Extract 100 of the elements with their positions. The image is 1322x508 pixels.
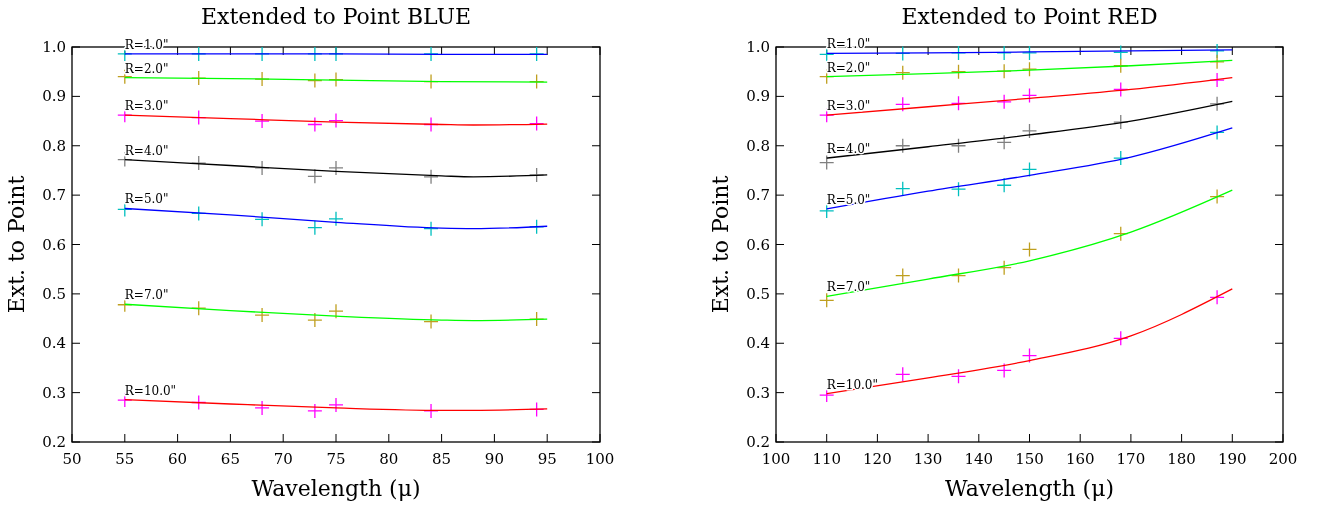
point xyxy=(895,96,911,112)
x-tick-label: 110 xyxy=(812,450,842,468)
point xyxy=(528,311,545,327)
point xyxy=(307,220,323,236)
point xyxy=(423,403,439,419)
point xyxy=(996,134,1012,150)
point xyxy=(1021,347,1038,364)
point xyxy=(254,160,270,176)
annotation: R=2.0" xyxy=(124,61,169,76)
x-tick-label: 95 xyxy=(537,450,557,468)
y-tick-label: 0.9 xyxy=(42,87,66,106)
y-tick-label: 0.8 xyxy=(746,136,770,155)
point xyxy=(1021,123,1038,139)
point xyxy=(328,303,344,319)
point xyxy=(254,113,270,129)
point xyxy=(895,65,911,81)
point xyxy=(895,138,911,154)
point xyxy=(950,181,967,197)
point xyxy=(307,116,323,133)
point xyxy=(307,403,323,419)
y-tick-label: 0.5 xyxy=(746,284,770,303)
point xyxy=(423,313,439,330)
point xyxy=(191,70,207,86)
x-tick-label: 75 xyxy=(326,450,346,468)
line-series xyxy=(826,100,1233,159)
point xyxy=(996,94,1012,110)
line-series xyxy=(124,303,548,322)
x-tick-label: 70 xyxy=(273,450,293,468)
y-tick-label: 0.3 xyxy=(42,383,66,402)
point xyxy=(254,307,270,323)
x-tick-label: 130 xyxy=(913,450,943,468)
annotation: R=2.0" xyxy=(826,60,871,75)
x-tick-label: 60 xyxy=(168,450,188,468)
line-series xyxy=(826,127,1233,210)
point xyxy=(950,45,967,61)
point xyxy=(1113,44,1129,61)
point xyxy=(996,362,1012,379)
point xyxy=(307,72,323,89)
y-tick-label: 0.9 xyxy=(746,87,770,106)
annotation: R=7.0" xyxy=(124,288,169,303)
point xyxy=(307,168,323,185)
point xyxy=(1113,330,1129,346)
point xyxy=(307,312,323,328)
x-axis-title: Wavelength (μ) xyxy=(251,476,421,501)
y-tick-label: 0.6 xyxy=(746,235,770,254)
x-tick-label: 180 xyxy=(1167,450,1196,468)
annotation: R=4.0" xyxy=(826,142,871,157)
x-tick-label: 150 xyxy=(1015,450,1044,468)
point xyxy=(328,112,344,129)
point xyxy=(1209,124,1225,141)
point xyxy=(895,267,911,284)
x-tick-label: 140 xyxy=(964,450,994,468)
point xyxy=(950,138,967,154)
y-tick-label: 0.4 xyxy=(746,334,770,353)
point xyxy=(996,45,1012,61)
point xyxy=(819,203,835,219)
line-series xyxy=(826,189,1233,297)
line-series xyxy=(826,59,1233,78)
x-tick-label: 55 xyxy=(115,450,135,468)
point xyxy=(191,155,207,171)
annotation: R=5.0" xyxy=(826,192,871,207)
line-series xyxy=(124,207,548,230)
point xyxy=(254,400,270,416)
x-tick-label: 100 xyxy=(585,450,615,468)
x-tick-label: 160 xyxy=(1065,450,1095,468)
point xyxy=(528,46,545,62)
x-tick-label: 120 xyxy=(863,450,892,468)
chart-title: Extended to Point RED xyxy=(901,4,1158,29)
x-tick-label: 80 xyxy=(379,450,399,468)
annotation: R=10.0" xyxy=(124,383,177,398)
x-tick-label: 200 xyxy=(1268,450,1298,468)
point xyxy=(950,267,967,284)
y-tick-label: 0.8 xyxy=(42,136,66,155)
annotation: R=5.0" xyxy=(124,192,169,207)
chart-title: Extended to Point BLUE xyxy=(200,4,472,29)
point xyxy=(1209,72,1225,88)
line-series xyxy=(124,114,548,126)
annotation: R=3.0" xyxy=(124,99,169,114)
point xyxy=(996,177,1012,193)
x-tick-label: 85 xyxy=(432,450,452,468)
point xyxy=(328,211,344,227)
line-series xyxy=(826,76,1233,116)
line-series xyxy=(124,158,548,178)
point xyxy=(895,366,911,383)
y-tick-label: 0.6 xyxy=(42,235,66,254)
point xyxy=(1209,289,1225,305)
point xyxy=(1021,161,1038,178)
x-tick-label: 170 xyxy=(1116,450,1146,468)
annotation: R=3.0" xyxy=(826,99,871,114)
point xyxy=(1021,241,1038,258)
point xyxy=(1113,150,1129,166)
y-tick-label: 0.5 xyxy=(42,284,66,303)
y-tick-label: 1.0 xyxy=(42,38,66,56)
annotation: R=10.0" xyxy=(826,377,879,392)
point xyxy=(328,160,344,176)
line-series xyxy=(124,398,548,412)
point xyxy=(819,154,835,171)
y-tick-label: 0.4 xyxy=(42,334,66,353)
annotation: R=4.0" xyxy=(124,143,169,158)
x-tick-label: 65 xyxy=(220,450,240,468)
